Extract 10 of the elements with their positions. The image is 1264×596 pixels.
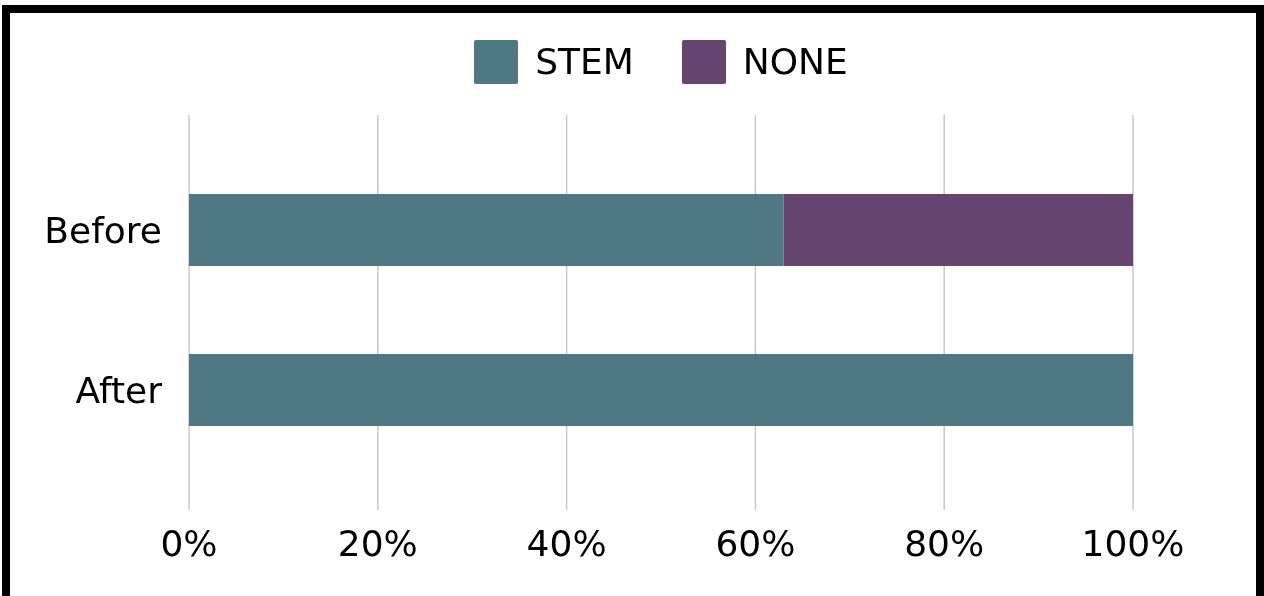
x-tick-label: 20%	[337, 522, 418, 564]
x-tick-label: 40%	[526, 522, 607, 564]
x-tick-label: 80%	[904, 522, 985, 564]
legend-label: STEM	[535, 40, 634, 84]
x-tick-label: 100%	[1081, 522, 1185, 564]
x-tick-label: 0%	[160, 522, 218, 564]
legend-label: NONE	[742, 40, 848, 84]
x-tick-label: 60%	[715, 522, 796, 564]
y-tick-label: Before	[44, 209, 162, 251]
y-tick-label: After	[75, 369, 163, 411]
